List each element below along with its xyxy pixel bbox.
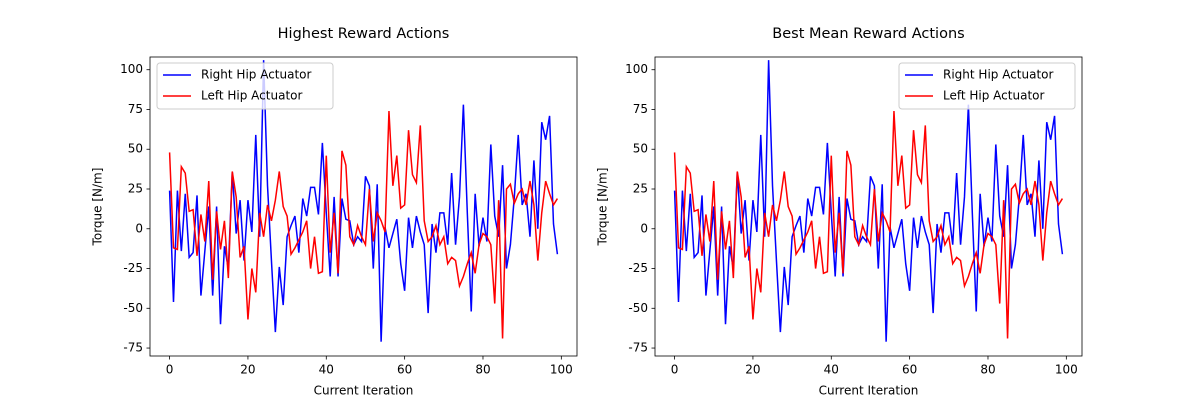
x-tick-label: 0 xyxy=(166,363,174,377)
legend-label: Left Hip Actuator xyxy=(201,89,302,103)
y-tick-label: 75 xyxy=(633,102,648,116)
x-tick-label: 60 xyxy=(397,363,412,377)
x-tick-label: 100 xyxy=(1055,363,1078,377)
legend-label: Right Hip Actuator xyxy=(943,68,1054,82)
y-tick-label: 100 xyxy=(625,62,648,76)
legend: Right Hip Actuator Left Hip Actuator xyxy=(156,62,334,110)
legend-label: Right Hip Actuator xyxy=(201,68,312,82)
series-line xyxy=(673,111,1064,339)
y-tick-label: -25 xyxy=(628,261,648,275)
y-tick-label: -50 xyxy=(123,301,143,315)
subplot: Best Mean Reward Actions Current Iteratio… xyxy=(596,26,1083,398)
axes-frame xyxy=(654,56,1083,357)
y-tick-label: -50 xyxy=(628,301,648,315)
x-tick-label: 20 xyxy=(745,363,760,377)
x-axis-label: Current Iteration xyxy=(314,384,414,398)
y-tick-label: -25 xyxy=(123,261,143,275)
x-axis-label: Current Iteration xyxy=(819,384,919,398)
y-tick-label: 50 xyxy=(633,142,648,156)
y-tick-label: 50 xyxy=(128,142,143,156)
x-tick-label: 60 xyxy=(902,363,917,377)
series-line xyxy=(673,60,1064,342)
series-line xyxy=(168,111,559,339)
x-tick-label: 20 xyxy=(240,363,255,377)
series-line xyxy=(168,60,559,342)
x-tick-label: 80 xyxy=(475,363,490,377)
legend-box xyxy=(898,62,1076,110)
x-tick-label: 80 xyxy=(980,363,995,377)
y-tick-label: 25 xyxy=(128,182,143,196)
y-tick-label: -75 xyxy=(123,341,143,355)
x-tick-label: 40 xyxy=(319,363,334,377)
y-tick-label: -75 xyxy=(628,341,648,355)
y-axis-label: Torque [N/m] xyxy=(596,168,610,247)
subplot: Highest Reward Actions Current Iteration T… xyxy=(91,26,578,398)
y-tick-label: 0 xyxy=(135,221,143,235)
y-tick-label: 75 xyxy=(128,102,143,116)
y-tick-label: 25 xyxy=(633,182,648,196)
x-tick-label: 100 xyxy=(550,363,573,377)
x-tick-label: 0 xyxy=(671,363,679,377)
y-axis-label: Torque [N/m] xyxy=(91,168,105,247)
legend: Right Hip Actuator Left Hip Actuator xyxy=(898,62,1076,110)
y-tick-label: 100 xyxy=(120,62,143,76)
axes-frame xyxy=(149,56,578,357)
x-tick-label: 40 xyxy=(824,363,839,377)
y-tick-label: 0 xyxy=(640,221,648,235)
legend-box xyxy=(156,62,334,110)
chart-title: Best Mean Reward Actions xyxy=(772,26,964,42)
legend-label: Left Hip Actuator xyxy=(943,89,1044,103)
chart-title: Highest Reward Actions xyxy=(278,26,450,42)
